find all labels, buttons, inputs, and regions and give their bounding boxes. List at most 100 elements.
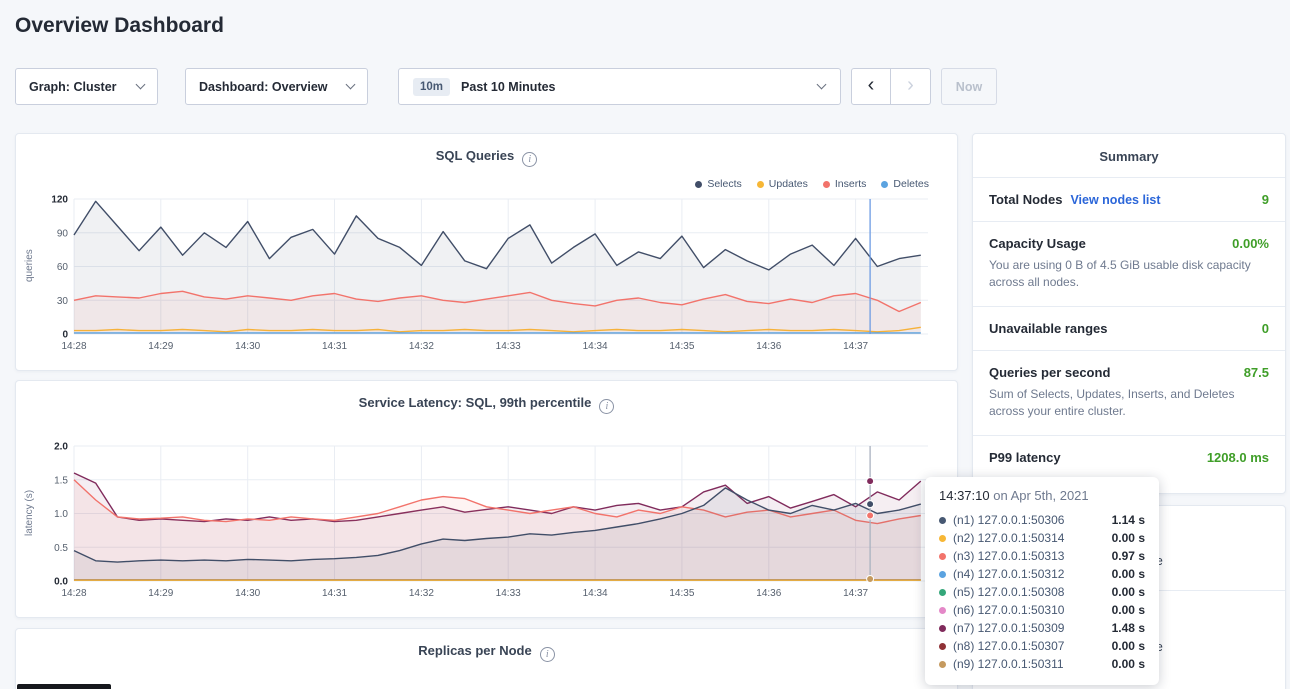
y-axis-label: latency (s): [24, 489, 35, 537]
svg-text:14:35: 14:35: [669, 588, 694, 599]
tooltip-node-value: 0.00 s: [1111, 603, 1145, 617]
tooltip-node-value: 0.97 s: [1111, 549, 1145, 563]
summary-panel: Summary Total Nodes View nodes list 9 Capac…: [972, 133, 1286, 494]
svg-text:14:30: 14:30: [235, 588, 260, 599]
legend-label: Selects: [707, 178, 742, 190]
svg-text:90: 90: [57, 228, 69, 239]
summary-rows: Total Nodes View nodes list 9 Capacity Usag…: [973, 178, 1285, 479]
time-next-button[interactable]: ›: [890, 68, 931, 105]
svg-text:14:35: 14:35: [669, 341, 694, 352]
svg-text:14:29: 14:29: [148, 588, 173, 599]
tooltip-node-row: (n1) 127.0.0.1:50306 1.14 s: [939, 511, 1145, 529]
dashboard-dropdown-label: Dashboard: Overview: [199, 79, 328, 94]
legend-dot-icon: [881, 180, 889, 188]
legend-item-deletes[interactable]: Deletes: [881, 178, 929, 190]
svg-text:14:34: 14:34: [583, 588, 608, 599]
svg-text:14:33: 14:33: [496, 588, 521, 599]
svg-text:2.0: 2.0: [54, 442, 68, 453]
svg-text:14:29: 14:29: [148, 341, 173, 352]
tooltip-node-value: 0.00 s: [1111, 531, 1145, 545]
summary-row: Total Nodes View nodes list 9: [973, 178, 1285, 222]
replicas-per-node-title: Replicas per Node: [418, 643, 532, 658]
legend-dot-icon: [695, 180, 703, 188]
legend-dot-icon: [756, 180, 764, 188]
node-color-dot-icon: [939, 642, 946, 650]
svg-text:30: 30: [57, 296, 69, 307]
node-color-dot-icon: [939, 516, 946, 524]
info-icon[interactable]: i: [539, 647, 555, 662]
tooltip-node-label: (n7) 127.0.0.1:50309: [953, 621, 1065, 635]
svg-text:14:32: 14:32: [409, 341, 434, 352]
chart-title: Replicas per Node i: [16, 629, 957, 662]
legend-dot-icon: [822, 180, 830, 188]
node-color-dot-icon: [939, 570, 946, 578]
tooltip-node-label: (n3) 127.0.0.1:50313: [953, 549, 1065, 563]
svg-text:14:28: 14:28: [61, 341, 86, 352]
node-color-dot-icon: [939, 552, 946, 560]
tooltip-node-row: (n8) 127.0.0.1:50307 0.00 s: [939, 637, 1145, 655]
legend-item-updates[interactable]: Updates: [756, 178, 808, 190]
summary-label: Total Nodes: [989, 192, 1063, 207]
graph-dropdown[interactable]: Graph: Cluster: [15, 68, 158, 105]
legend-item-selects[interactable]: Selects: [695, 178, 742, 190]
summary-description: You are using 0 B of 4.5 GiB usable disk…: [989, 258, 1251, 290]
chevron-down-icon: [345, 79, 356, 90]
node-color-dot-icon: [939, 588, 946, 596]
summary-description: Sum of Selects, Updates, Inserts, and De…: [989, 386, 1235, 419]
now-button[interactable]: Now: [941, 68, 997, 105]
info-icon[interactable]: i: [599, 399, 615, 414]
toolbar: Graph: Cluster Dashboard: Overview 10m P…: [15, 68, 1275, 105]
time-prev-button[interactable]: ‹: [851, 68, 891, 105]
dashboard-dropdown[interactable]: Dashboard: Overview: [185, 68, 368, 105]
tooltip-node-value: 0.00 s: [1111, 639, 1145, 653]
service-latency-plot[interactable]: 14:28 14:29 14:30 14:31 14:32 14:33 14:34 14:35…: [36, 440, 936, 603]
summary-label: Capacity Usage: [989, 236, 1086, 251]
chart-title: SQL Queries i: [16, 134, 957, 167]
svg-text:0: 0: [62, 330, 68, 341]
node-color-dot-icon: [939, 624, 946, 632]
chevron-left-icon: ‹: [867, 74, 875, 96]
view-nodes-list-link[interactable]: View nodes list: [1070, 193, 1161, 207]
tooltip-node-value: 0.00 s: [1111, 585, 1145, 599]
tooltip-node-label: (n4) 127.0.0.1:50312: [953, 567, 1065, 581]
summary-value: 87.5: [1243, 364, 1269, 380]
tooltip-node-row: (n5) 127.0.0.1:50308 0.00 s: [939, 583, 1145, 601]
now-button-label: Now: [955, 79, 983, 94]
tooltip-node-row: (n2) 127.0.0.1:50314 0.00 s: [939, 529, 1145, 547]
tooltip-node-row: (n4) 127.0.0.1:50312 0.00 s: [939, 565, 1145, 583]
legend-label: Inserts: [834, 178, 867, 190]
svg-text:1.5: 1.5: [54, 475, 68, 486]
svg-text:14:32: 14:32: [409, 588, 434, 599]
node-color-dot-icon: [939, 660, 946, 668]
tooltip-node-label: (n8) 127.0.0.1:50307: [953, 639, 1065, 653]
time-range-dropdown[interactable]: 10m Past 10 Minutes: [398, 68, 841, 105]
tooltip-node-label: (n1) 127.0.0.1:50306: [953, 513, 1065, 527]
tooltip-node-value: 0.00 s: [1111, 657, 1145, 671]
summary-label: Unavailable ranges: [989, 320, 1108, 336]
chevron-down-icon: [816, 79, 827, 90]
service-latency-title: Service Latency: SQL, 99th percentile: [358, 395, 592, 410]
svg-text:14:31: 14:31: [322, 588, 347, 599]
tooltip-node-label: (n2) 127.0.0.1:50314: [953, 531, 1065, 545]
svg-text:14:28: 14:28: [61, 588, 86, 599]
tooltip-node-value: 1.48 s: [1111, 621, 1145, 635]
svg-text:0.5: 0.5: [54, 543, 68, 554]
latency-hover-tooltip: 14:37:10 on Apr 5th, 2021 (n1) 127.0.0.1…: [925, 477, 1159, 685]
chart-title: Service Latency: SQL, 99th percentile i: [16, 381, 957, 414]
tooltip-date: on Apr 5th, 2021: [993, 488, 1089, 503]
tooltip-node-row: (n7) 127.0.0.1:50309 1.48 s: [939, 619, 1145, 637]
summary-value: 0: [1261, 320, 1269, 336]
chevron-down-icon: [135, 79, 146, 90]
info-icon[interactable]: i: [522, 152, 538, 167]
tooltip-node-value: 0.00 s: [1111, 567, 1145, 581]
summary-row: Unavailable ranges 0: [973, 307, 1285, 351]
legend-item-inserts[interactable]: Inserts: [822, 178, 867, 190]
sql-queries-plot[interactable]: 14:28 14:29 14:30 14:31 14:32 14:33 14:34 14:35…: [36, 193, 936, 356]
summary-value: 9: [1261, 192, 1269, 207]
replicas-per-node-panel: Replicas per Node i: [15, 628, 958, 689]
tooltip-timestamp: 14:37:10 on Apr 5th, 2021: [939, 488, 1145, 503]
tooltip-node-label: (n6) 127.0.0.1:50310: [953, 603, 1065, 617]
node-color-dot-icon: [939, 534, 946, 542]
chevron-right-icon: ›: [907, 74, 914, 96]
svg-text:14:30: 14:30: [235, 341, 260, 352]
